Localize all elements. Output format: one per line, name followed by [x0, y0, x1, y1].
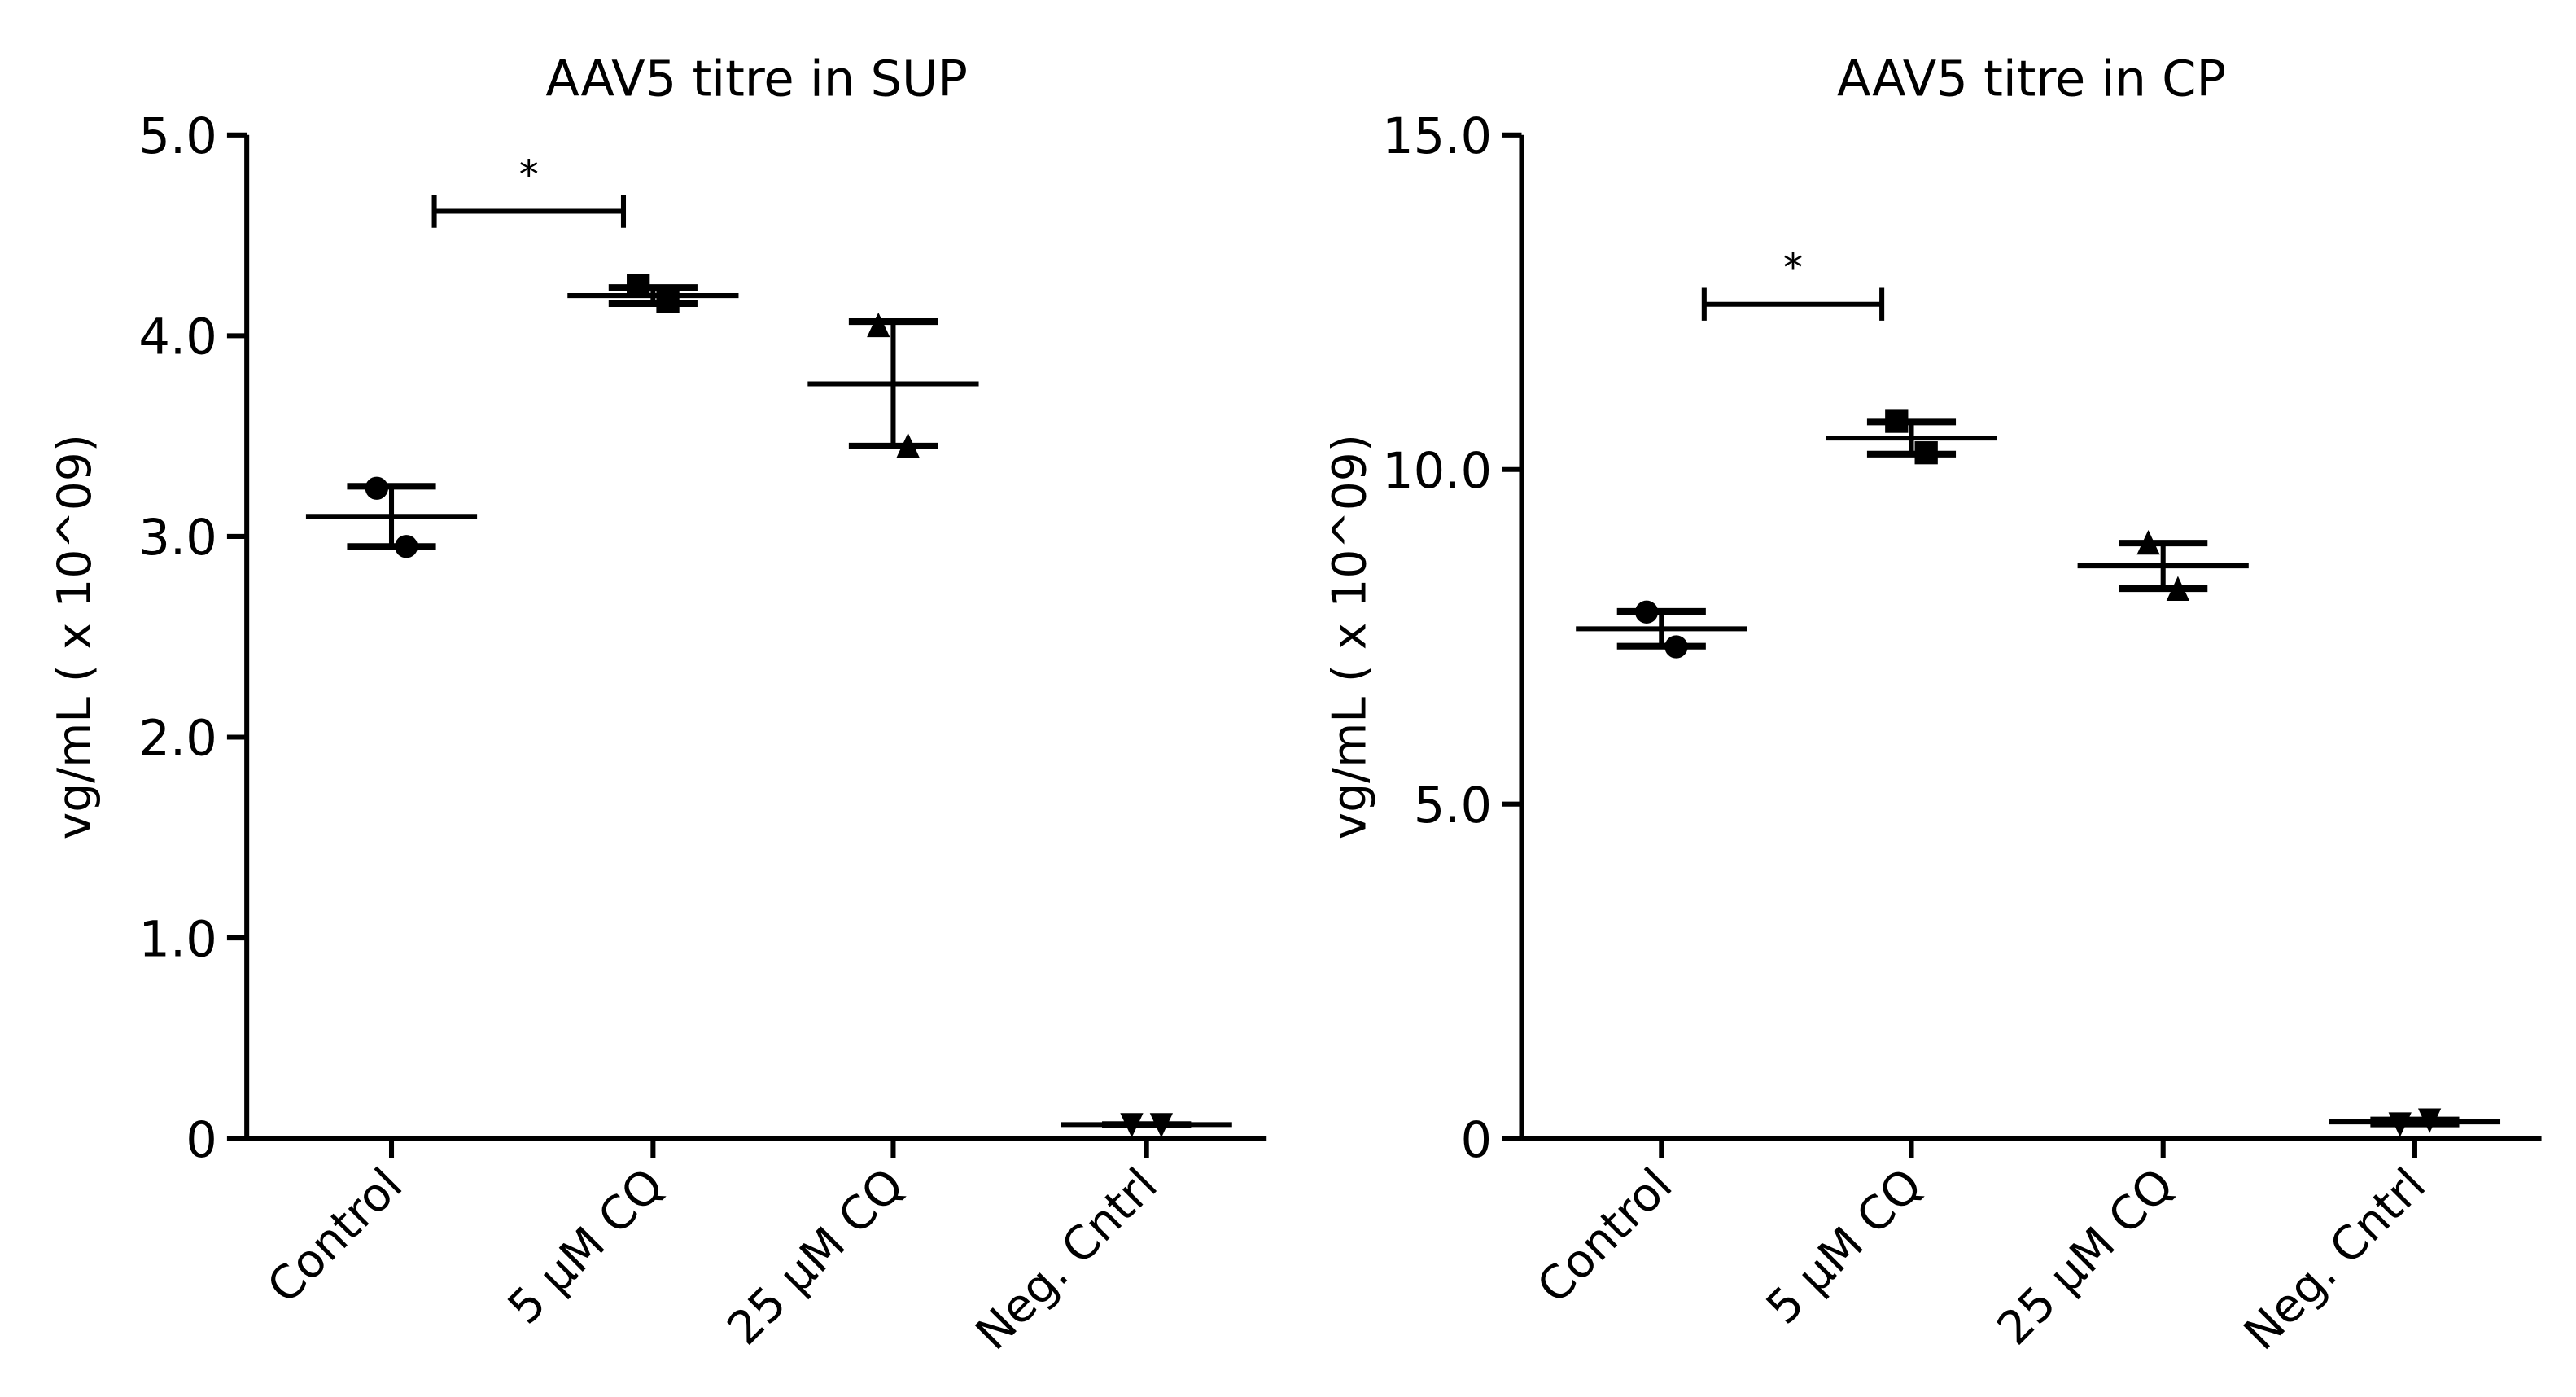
y-tick-label: 1.0: [138, 911, 216, 968]
x-tick-label: Neg. Cntrl: [2233, 1158, 2436, 1360]
y-tick-label: 10.0: [1382, 443, 1492, 500]
y-tick-label: 15.0: [1382, 108, 1492, 165]
y-tick-label: 5.0: [138, 108, 216, 165]
x-tick-label: Control: [1527, 1158, 1682, 1313]
significance-label: *: [1783, 245, 1803, 291]
y-axis-label: vg/mL ( x 10^09): [48, 434, 102, 839]
x-tick-label: Control: [257, 1158, 413, 1313]
y-tick-label: 2.0: [138, 711, 216, 768]
y-tick-label: 4.0: [138, 309, 216, 366]
y-tick-label: 0: [186, 1112, 217, 1169]
x-tick-label: 25 µM CQ: [1987, 1158, 2184, 1355]
x-tick-label: Neg. Cntrl: [965, 1158, 1168, 1360]
x-tick-label: 5 µM CQ: [497, 1158, 674, 1334]
x-tick-label: 25 µM CQ: [717, 1158, 914, 1355]
chart-title: AAV5 titre in SUP: [545, 50, 968, 107]
x-tick-label: 5 µM CQ: [1756, 1158, 1933, 1334]
y-tick-label: 5.0: [1414, 777, 1492, 834]
y-tick-label: 3.0: [138, 510, 216, 567]
chart-title: AAV5 titre in CP: [1837, 50, 2226, 107]
y-tick-label: 0: [1461, 1112, 1493, 1169]
significance-label: *: [519, 152, 539, 198]
y-axis-label: vg/mL ( x 10^09): [1323, 434, 1376, 839]
